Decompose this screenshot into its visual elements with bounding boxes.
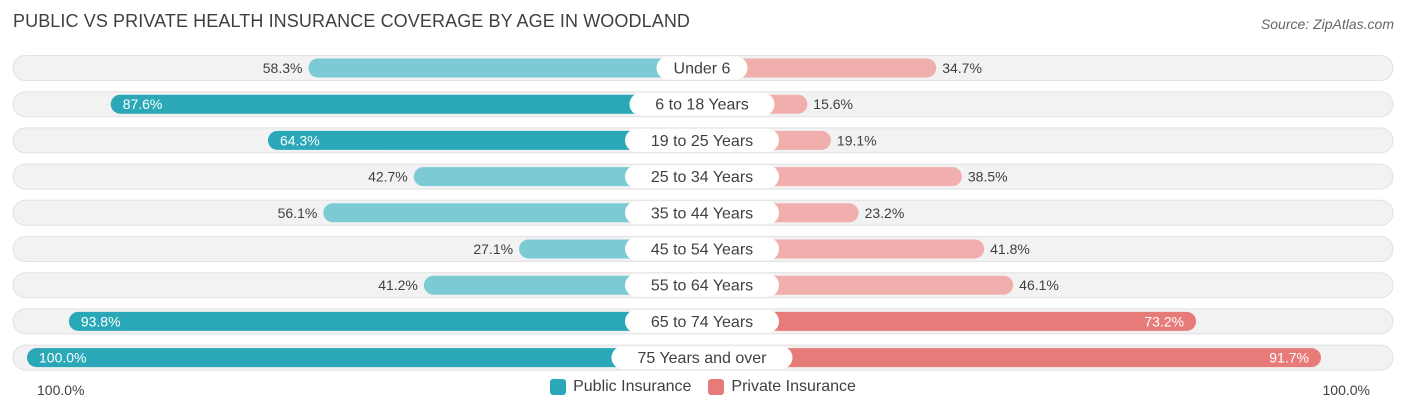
chart-row: 27.1% 41.8% 45 to 54 Years	[12, 236, 1394, 262]
category-pill	[625, 237, 779, 261]
category-label: 65 to 74 Years	[651, 314, 753, 331]
value-label-private: 15.6%	[813, 96, 853, 112]
value-label-private: 46.1%	[1019, 277, 1059, 293]
bar-private	[702, 58, 937, 78]
value-label-private: 73.2%	[1144, 313, 1184, 329]
legend-item-private: Private Insurance	[708, 378, 856, 396]
category-pill	[625, 309, 779, 333]
value-label-public: 87.6%	[123, 96, 163, 112]
chart-row: 64.3% 19.1% 19 to 25 Years	[12, 127, 1394, 154]
source-label: Source: ZipAtlas.com	[1260, 16, 1394, 32]
value-label-private: 34.7%	[942, 60, 982, 76]
chart-row: 42.7% 38.5% 25 to 34 Years	[12, 163, 1394, 190]
category-label: 6 to 18 Years	[655, 97, 748, 114]
legend-label-public: Public Insurance	[573, 378, 692, 395]
bar-public	[110, 94, 702, 114]
value-label-public: 56.1%	[278, 205, 318, 221]
category-label: 75 Years and over	[638, 350, 768, 367]
chart-title: PUBLIC VS PRIVATE HEALTH INSURANCE COVER…	[13, 11, 691, 31]
value-label-public: 58.3%	[263, 60, 303, 76]
axis-left-label: 100.0%	[37, 382, 85, 398]
value-label-private: 23.2%	[865, 205, 905, 221]
bar-public	[267, 130, 702, 150]
legend: Public Insurance Private Insurance	[0, 378, 1406, 396]
bar-public	[68, 311, 703, 331]
category-label: Under 6	[674, 61, 731, 78]
category-label: 55 to 64 Years	[651, 278, 753, 295]
chart-row: 87.6% 15.6% 6 to 18 Years	[12, 91, 1394, 118]
value-label-private: 38.5%	[968, 169, 1008, 185]
chart-row: 93.8% 73.2% 65 to 74 Years	[12, 308, 1394, 335]
chart-row: 41.2% 46.1% 55 to 64 Years	[12, 272, 1394, 299]
value-label-public: 100.0%	[39, 350, 86, 366]
value-label-private: 91.7%	[1269, 350, 1309, 366]
category-label: 25 to 34 Years	[651, 169, 753, 186]
legend-swatch-public	[550, 379, 567, 395]
bar-private	[702, 275, 1014, 295]
category-pill	[625, 201, 779, 225]
legend-label-private: Private Insurance	[731, 378, 856, 395]
value-label-public: 42.7%	[368, 169, 408, 185]
legend-item-public: Public Insurance	[550, 378, 691, 396]
category-label: 45 to 54 Years	[651, 242, 753, 259]
category-pill	[625, 128, 779, 152]
bar-public	[27, 348, 702, 368]
chart-row: 100.0% 91.7% 75 Years and over	[12, 344, 1394, 371]
value-label-private: 41.8%	[990, 241, 1030, 257]
value-label-public: 93.8%	[81, 313, 121, 329]
category-pill	[625, 165, 779, 189]
value-label-public: 27.1%	[473, 241, 513, 257]
value-label-private: 19.1%	[837, 132, 877, 148]
category-pill	[656, 56, 748, 80]
bar-private	[702, 348, 1321, 368]
legend-swatch-private	[708, 379, 725, 395]
category-label: 19 to 25 Years	[651, 133, 753, 150]
category-label: 35 to 44 Years	[651, 205, 753, 222]
value-label-public: 64.3%	[280, 132, 320, 148]
bar-public	[308, 58, 702, 78]
value-label-public: 41.2%	[378, 277, 418, 293]
chart-row: 56.1% 23.2% 35 to 44 Years	[12, 199, 1394, 226]
category-pill	[625, 273, 779, 297]
category-pill	[611, 346, 793, 370]
bar-private	[702, 311, 1197, 331]
category-pill	[629, 92, 775, 116]
axis-right-label: 100.0%	[1322, 382, 1370, 398]
chart-row: 58.3% 34.7% Under 6	[12, 55, 1394, 81]
bar-public	[323, 203, 702, 223]
